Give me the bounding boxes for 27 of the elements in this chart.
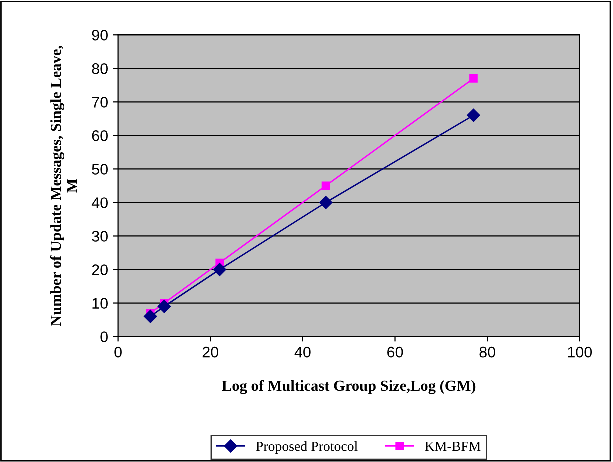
x-tick-label: 80 <box>480 346 496 358</box>
point <box>322 182 330 190</box>
y-tick-label: 30 <box>92 231 108 242</box>
y-tick-label: 70 <box>92 97 108 108</box>
y-tick-label: 20 <box>92 264 108 276</box>
x-tick-label: 20 <box>202 346 219 358</box>
point <box>470 74 478 83</box>
x-tick-label: 60 <box>388 346 404 358</box>
legend-label: Proposed Protocol <box>256 441 358 454</box>
point <box>467 108 480 122</box>
point <box>144 310 158 324</box>
legend-label: KM-BFM <box>425 442 481 452</box>
y-tick-label: 40 <box>92 198 108 208</box>
y-tick-label: 60 <box>92 130 108 142</box>
point <box>158 300 172 314</box>
y-tick-label: 0 <box>100 332 108 342</box>
y-tick-label: 10 <box>92 298 108 309</box>
y-axis-title: Number of Update Messages, Single Leave, M <box>50 46 78 326</box>
x-tick-label: 40 <box>294 346 311 358</box>
y-tick-label: 50 <box>92 164 108 175</box>
x-tick-label: 100 <box>568 346 592 358</box>
x-tick-label: 0 <box>114 346 122 358</box>
x-axis-title: Log of Multicast Group Size,Log (GM) <box>222 380 476 394</box>
y-tick-label: 90 <box>92 30 108 41</box>
y-tick-label: 80 <box>92 64 108 74</box>
point <box>319 196 333 210</box>
point <box>213 263 226 276</box>
